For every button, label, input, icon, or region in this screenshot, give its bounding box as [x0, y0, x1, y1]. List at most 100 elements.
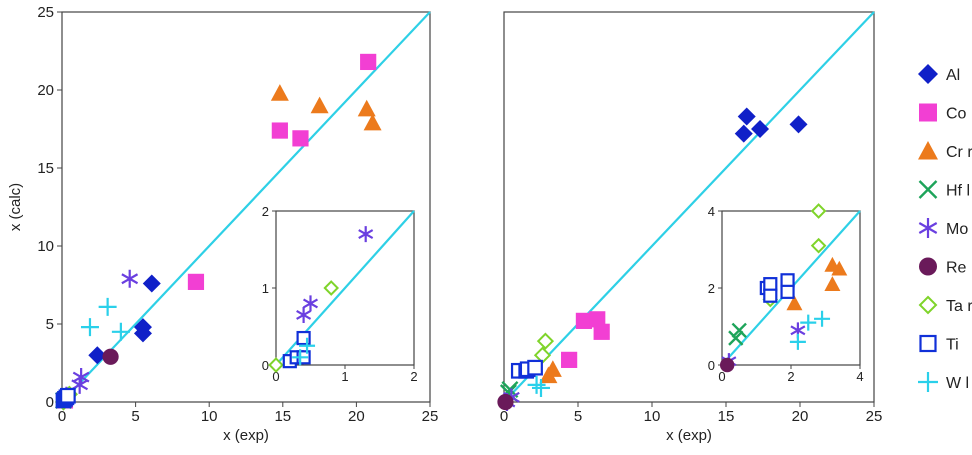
inset-point-ta [323, 280, 340, 296]
x-tick-label: 5 [574, 408, 582, 425]
point-ta [536, 332, 555, 350]
inset-y-tick-label: 4 [708, 204, 715, 219]
legend-label: Mo [946, 221, 968, 238]
point-ti [60, 387, 76, 404]
legend-label: Re [946, 260, 967, 277]
inset-x-tick-label: 0 [718, 369, 725, 384]
inset-point-w [814, 310, 831, 327]
inset-point-ti [780, 284, 795, 299]
y-tick-label: 5 [46, 316, 54, 333]
inset-point-cr [831, 260, 848, 276]
legend-item-hf: Hf l [918, 180, 970, 200]
point-co [593, 323, 610, 340]
inset-y-tick-label: 2 [262, 204, 269, 219]
legend-marker-re [919, 257, 937, 276]
reference-line [61, 11, 431, 403]
inset-point-hf [731, 322, 747, 338]
point-cr [310, 96, 329, 114]
point-al [737, 107, 756, 126]
point-al [789, 115, 808, 134]
legend-label: Co [946, 106, 967, 123]
legend-marker-w [918, 372, 938, 392]
point-co [561, 351, 578, 368]
inset-y-tick-label: 0 [708, 358, 715, 373]
point-al [88, 346, 107, 365]
point-ti [527, 359, 543, 376]
point-w [532, 378, 550, 397]
x-tick-label: 25 [422, 408, 439, 425]
point-w [111, 322, 130, 341]
x-tick-label: 0 [500, 408, 508, 425]
inset-point-ta [810, 203, 827, 219]
inset-x-tick-label: 1 [341, 369, 348, 384]
x-tick-label: 15 [718, 408, 735, 425]
point-mo [121, 269, 139, 288]
inset-point-mo [358, 226, 374, 243]
point-al [133, 318, 152, 337]
y-tick-label: 10 [37, 238, 54, 255]
legend-item-re: Re [919, 257, 967, 277]
y-tick-label: 15 [37, 160, 54, 177]
inset-y-tick-label: 2 [708, 281, 715, 296]
point-al [751, 120, 770, 138]
legend-item-w: W l [918, 372, 969, 392]
x-axis-label: x (exp) [223, 427, 269, 444]
inset-point-ta [810, 237, 827, 254]
legend-marker-al [918, 64, 938, 84]
inset-point-hf [728, 330, 744, 346]
inset-point-re [719, 357, 735, 373]
legend-item-al: Al [918, 64, 960, 84]
x-tick-label: 5 [131, 408, 139, 425]
y-tick-label: 0 [46, 394, 54, 411]
legend-marker-mo [918, 218, 938, 238]
point-co [271, 122, 288, 139]
legend-label: W l [946, 375, 969, 392]
legend-label: Hf l [946, 183, 970, 200]
point-co [187, 273, 205, 290]
point-al [734, 124, 753, 143]
legend-label: Ta r [946, 298, 972, 315]
x-tick-label: 0 [58, 408, 66, 425]
inset-point-w [292, 349, 309, 366]
legend-item-mo: Mo [918, 218, 968, 238]
legend-marker-cr [918, 141, 938, 160]
inset-x-tick-label: 2 [410, 369, 417, 384]
inset-point-ti [763, 288, 778, 303]
x-tick-label: 20 [348, 408, 365, 425]
inset-y-tick-label: 1 [262, 281, 269, 296]
x-tick-label: 10 [644, 408, 661, 425]
legend-marker-ta [918, 295, 938, 315]
inset-y-tick-label: 0 [262, 358, 269, 373]
inset-point-ta [268, 357, 284, 373]
legend-item-cr: Cr r [918, 141, 972, 161]
point-mo [72, 368, 90, 387]
inset-x-tick-label: 4 [856, 369, 863, 384]
point-co [292, 130, 309, 147]
inset-point-w [789, 333, 806, 350]
inset-point-cr [824, 276, 841, 291]
point-w [80, 318, 99, 337]
point-re [497, 393, 514, 411]
legend-marker-co [919, 103, 937, 122]
legend-item-ta: Ta r [918, 295, 972, 315]
point-cr [270, 84, 289, 101]
point-co [575, 312, 593, 329]
x-tick-label: 15 [274, 408, 291, 425]
legend-item-co: Co [919, 103, 967, 123]
point-cr [363, 113, 382, 131]
legend: Al Co Cr r Hf l Mo Re Ta r Ti W l [918, 64, 972, 392]
inset-point-ti [763, 277, 778, 292]
inset-point-w [299, 337, 316, 354]
y-tick-label: 20 [37, 82, 54, 99]
point-re [102, 348, 119, 365]
legend-marker-ti [919, 334, 937, 353]
point-co [589, 311, 606, 328]
y-axis-label: x (calc) [7, 183, 24, 231]
inset: 0 2 4 0 2 4 [708, 203, 864, 384]
point-cr [543, 360, 562, 377]
x-tick-label: 10 [201, 408, 218, 425]
y-tick-label: 25 [37, 4, 54, 21]
point-w [527, 375, 546, 394]
